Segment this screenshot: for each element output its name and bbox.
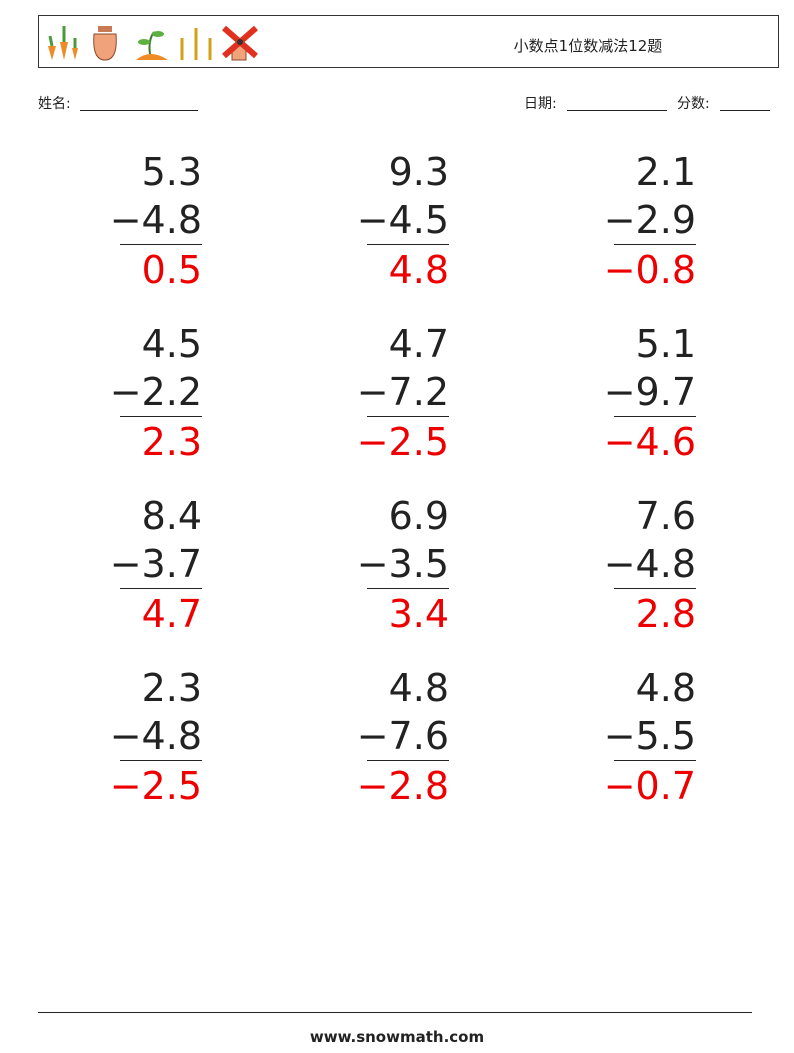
minuend: 4.5 <box>141 322 202 366</box>
footer-line <box>38 1012 752 1013</box>
answer-line <box>120 760 202 761</box>
answer: −0.7 <box>603 764 696 808</box>
subtrahend: −9.7 <box>603 370 696 414</box>
subtrahend: −7.2 <box>356 370 449 414</box>
subtrahend: −7.6 <box>356 714 449 758</box>
subtrahend: −4.8 <box>603 542 696 586</box>
answer: 2.8 <box>635 592 696 636</box>
minuend: 7.6 <box>635 494 696 538</box>
answer-line <box>120 244 202 245</box>
subtrahend: −2.2 <box>109 370 202 414</box>
answer-line <box>614 588 696 589</box>
answer-line <box>614 244 696 245</box>
subtrahend: −4.8 <box>109 714 202 758</box>
wheat-icon <box>180 28 212 60</box>
minuend: 2.3 <box>141 666 202 710</box>
minuend: 2.1 <box>635 150 696 194</box>
answer: 0.5 <box>141 248 202 292</box>
answer: 2.3 <box>141 420 202 464</box>
minuend: 8.4 <box>141 494 202 538</box>
name-label: 姓名: <box>38 96 71 112</box>
minuend: 9.3 <box>388 150 449 194</box>
minuend: 4.8 <box>635 666 696 710</box>
answer-line <box>367 244 449 245</box>
answer-line <box>367 760 449 761</box>
minuend: 4.8 <box>388 666 449 710</box>
answer: −2.8 <box>356 764 449 808</box>
answer: 4.8 <box>388 248 449 292</box>
subtrahend: −5.5 <box>603 714 696 758</box>
answer: 4.7 <box>141 592 202 636</box>
answer: −2.5 <box>109 764 202 808</box>
answer: 3.4 <box>388 592 449 636</box>
subtrahend: −2.9 <box>603 198 696 242</box>
minuend: 6.9 <box>388 494 449 538</box>
subtrahend: −3.7 <box>109 542 202 586</box>
title: 小数点1位数减法12题 <box>513 37 663 55</box>
sprout-icon <box>136 31 168 60</box>
date-line <box>567 110 667 111</box>
answer-line <box>614 416 696 417</box>
subtrahend: −4.5 <box>356 198 449 242</box>
name-line <box>80 110 198 111</box>
jar-icon <box>93 26 117 61</box>
score-label: 分数: <box>677 96 710 112</box>
answer-line <box>367 416 449 417</box>
answer-line <box>120 416 202 417</box>
answer: −2.5 <box>356 420 449 464</box>
answer: −0.8 <box>603 248 696 292</box>
minuend: 5.3 <box>141 150 202 194</box>
date-label: 日期: <box>524 96 557 112</box>
subtrahend: −4.8 <box>109 198 202 242</box>
subtrahend: −3.5 <box>356 542 449 586</box>
footer-site: www.snowmath.com <box>309 1028 485 1046</box>
answer-line <box>614 760 696 761</box>
score-line <box>720 110 770 111</box>
answer-line <box>120 588 202 589</box>
answer-line <box>367 588 449 589</box>
header-icons <box>48 25 258 61</box>
minuend: 5.1 <box>635 322 696 366</box>
windmill-icon <box>222 25 258 61</box>
carrots-icon <box>48 26 78 60</box>
minuend: 4.7 <box>388 322 449 366</box>
answer: −4.6 <box>603 420 696 464</box>
header-box <box>38 15 779 68</box>
